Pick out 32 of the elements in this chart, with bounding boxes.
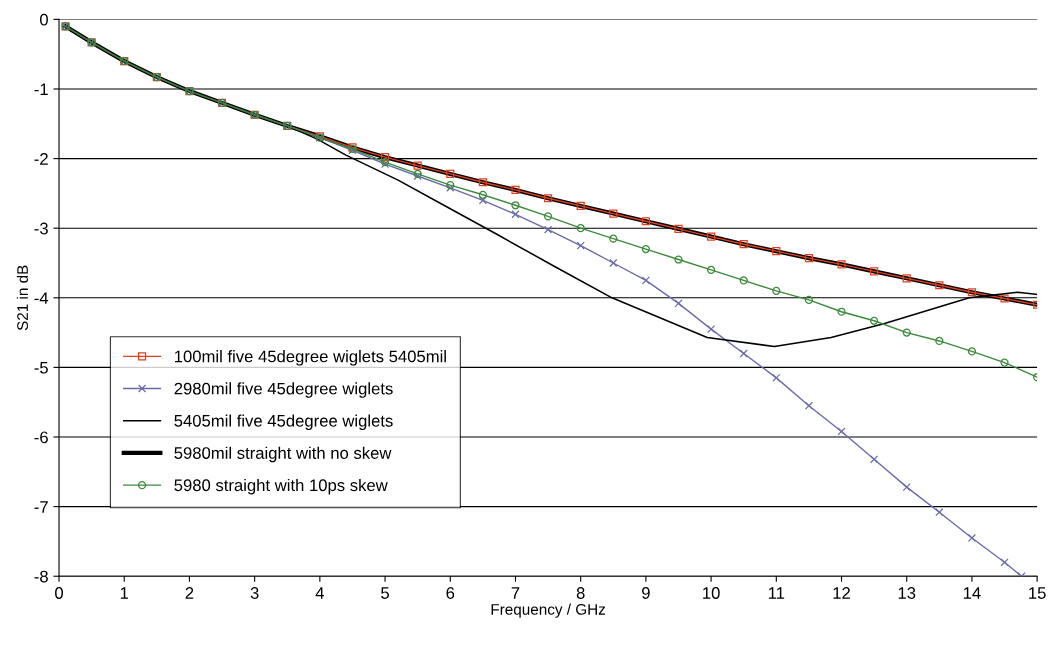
x-tick-label: 15 xyxy=(1029,587,1046,599)
x-tick-label: 10 xyxy=(703,587,720,599)
y-tick-label: -7 xyxy=(34,501,48,513)
x-tick-label: 12 xyxy=(833,587,850,599)
x-tick-label: 6 xyxy=(446,587,455,599)
x-axis-title: Frequency / GHz xyxy=(491,603,606,618)
y-tick-label: -3 xyxy=(34,222,48,235)
x-tick-label: 5 xyxy=(381,587,389,599)
y-tick-label: -5 xyxy=(34,361,48,374)
y-tick-label: -4 xyxy=(34,292,49,304)
y-tick-label: -1 xyxy=(34,83,48,96)
legend-label: 5405mil five 45degree wiglets xyxy=(174,414,393,431)
x-tick-label: 9 xyxy=(642,587,650,599)
y-axis-title: S21 in dB xyxy=(16,265,28,331)
y-tick-label: -6 xyxy=(34,431,48,444)
y-tick-label: 0 xyxy=(39,13,48,26)
x-tick-label: 2 xyxy=(185,587,194,599)
legend-label: 5980mil straight with no skew xyxy=(174,446,392,463)
x-tick-label: 0 xyxy=(55,587,64,599)
x-tick-label: 1 xyxy=(120,587,129,599)
x-tick-label: 8 xyxy=(576,587,585,599)
x-tick-label: 13 xyxy=(898,587,916,599)
legend-label: 100mil five 45degree wiglets 5405mil xyxy=(175,350,446,366)
legend-label: 2980mil five 45degree wiglets xyxy=(174,382,393,398)
x-tick-label: 14 xyxy=(963,587,981,599)
x-tick-label: 7 xyxy=(511,587,520,599)
x-tick-label: 4 xyxy=(315,587,324,599)
x-tick-label: 3 xyxy=(250,587,259,599)
x-tick-label: 11 xyxy=(768,587,785,599)
y-tick-label: -2 xyxy=(34,152,48,165)
y-tick-label: -8 xyxy=(34,570,48,583)
legend-label: 5980 straight with 10ps skew xyxy=(174,478,388,495)
